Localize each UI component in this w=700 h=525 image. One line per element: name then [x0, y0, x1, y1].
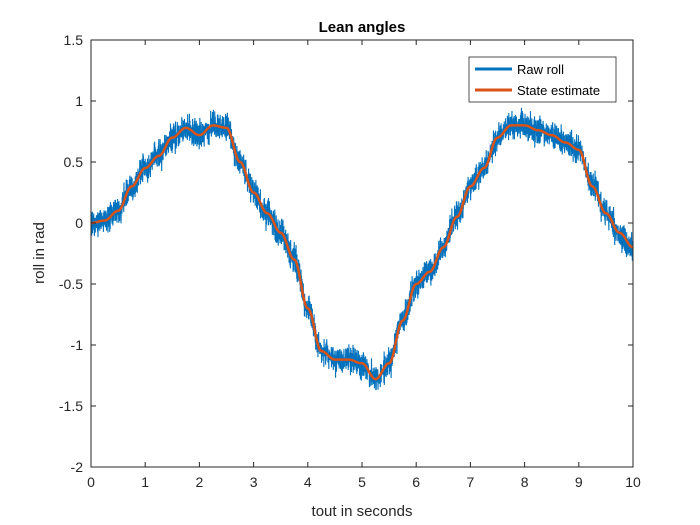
y-tick-label: 0 [75, 215, 83, 231]
y-tick-label: -2 [71, 459, 84, 475]
legend: Raw roll State estimate [468, 56, 617, 103]
y-tick-label: -0.5 [59, 276, 83, 292]
y-tick-label: 1.5 [64, 32, 84, 48]
x-axis-label: tout in seconds [312, 503, 413, 520]
x-tick-label: 1 [141, 474, 149, 490]
plot-area [91, 40, 633, 467]
legend-box [468, 56, 617, 103]
series-raw-roll-line [90, 107, 634, 391]
x-tick-label: 3 [250, 474, 258, 490]
x-tick-label: 6 [412, 474, 420, 490]
y-tick-label: -1 [71, 337, 84, 353]
chart-title: Lean angles [319, 19, 406, 36]
series-state-estimate-line [90, 124, 634, 381]
x-tick-label: 9 [575, 474, 583, 490]
x-tick-label: 2 [196, 474, 204, 490]
x-tick-label: 7 [467, 474, 475, 490]
x-tick-label: 4 [304, 474, 312, 490]
y-tick-label: 1 [75, 93, 83, 109]
y-axis-label: roll in rad [31, 222, 48, 284]
y-tick-label: 0.5 [64, 154, 84, 170]
ticks-layer: 0 1 2 3 4 5 6 7 8 9 10 -2 -1.5 -1 -0.5 0 0.5 1 1.5 [59, 32, 641, 490]
y-tick-label: -1.5 [59, 398, 83, 414]
series-layer [90, 107, 634, 391]
x-tick-label: 8 [521, 474, 529, 490]
x-tick-label: 0 [87, 474, 95, 490]
x-tick-label: 5 [358, 474, 366, 490]
legend-label-state-estimate: State estimate [517, 83, 600, 98]
legend-label-raw-roll: Raw roll [517, 62, 564, 77]
x-tick-label: 10 [625, 474, 641, 490]
